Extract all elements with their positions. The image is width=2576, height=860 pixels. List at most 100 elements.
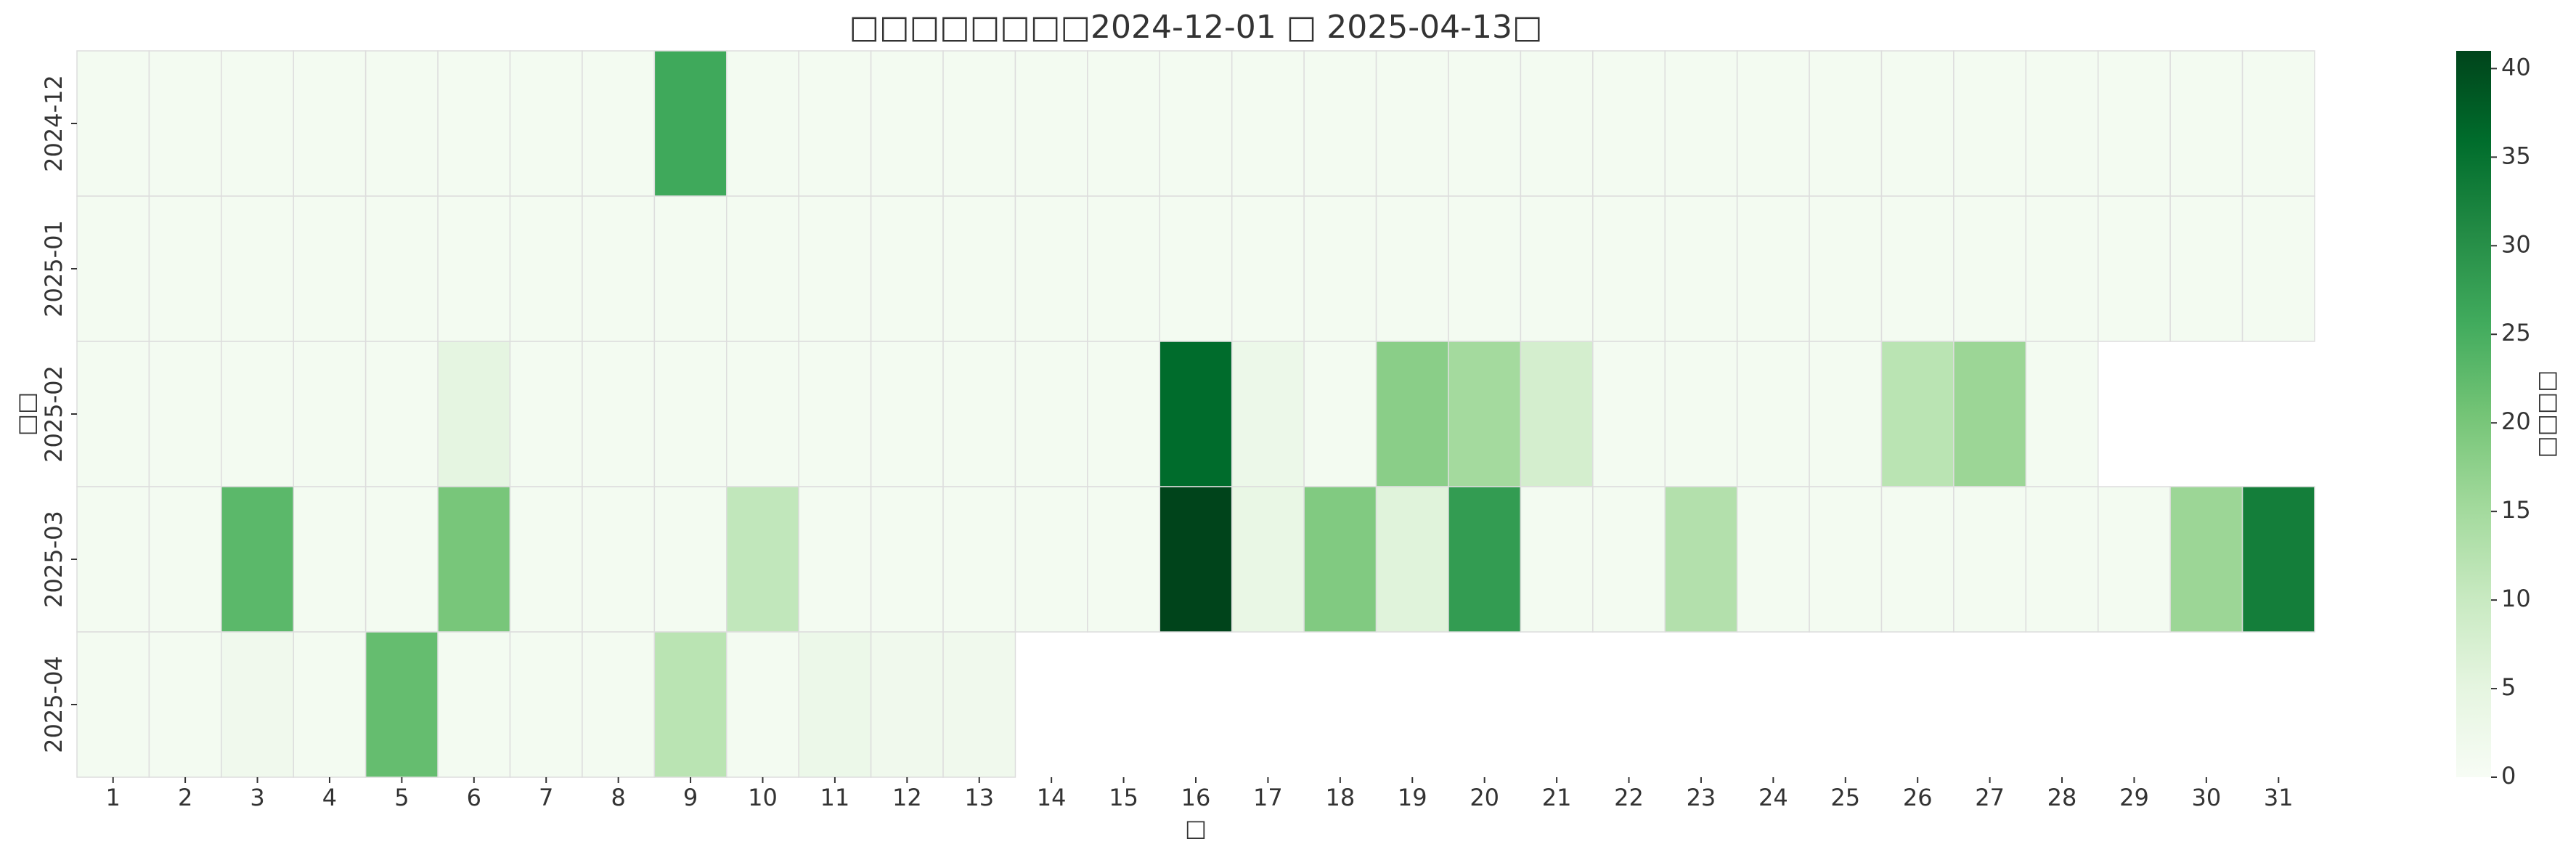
heatmap-cell [293,195,367,342]
heatmap-cell [221,195,295,342]
heatmap-cell [221,486,295,633]
colorbar-tick-label: 15 [2501,496,2531,524]
heatmap-cell [1014,486,1088,633]
heatmap-cell [293,341,367,487]
colorbar [2456,51,2491,777]
heatmap-cell [509,631,583,778]
heatmap-cell [582,486,656,633]
heatmap-cell [76,50,150,197]
colorbar-tick-label: 40 [2501,53,2531,81]
heatmap-cell [509,341,583,487]
heatmap-cell [1448,50,1522,197]
heatmap-cell [1087,341,1161,487]
heatmap-cell [1303,50,1377,197]
heatmap-cell [942,341,1016,487]
colorbar-tick-label: 10 [2501,585,2531,612]
heatmap-cell [2169,50,2243,197]
heatmap-cell [148,50,222,197]
y-axis-label: □□ [12,392,40,436]
heatmap-cell [653,341,727,487]
heatmap-cell [798,195,872,342]
heatmap-cell [1664,195,1738,342]
heatmap-cell [1664,341,1738,487]
heatmap-cell [942,486,1016,633]
x-tick-label: 20 [1470,784,1499,811]
heatmap-cell [1592,195,1666,342]
heatmap-cell [1520,486,1594,633]
x-tick-label: 23 [1687,784,1716,811]
y-tick-label: 2025-01 [40,220,68,317]
heatmap-cell [582,341,656,487]
heatmap-cell [1087,50,1161,197]
heatmap-cell [870,50,944,197]
heatmap-cell [1880,341,1955,487]
heatmap-cell [1375,195,1449,342]
heatmap-cell [221,631,295,778]
x-tick-label: 17 [1253,784,1283,811]
x-tick-label: 2 [178,784,192,811]
heatmap-cell [726,195,799,342]
heatmap-cell [1953,341,2027,487]
heatmap-cell [1880,50,1955,197]
x-tick-label: 22 [1614,784,1644,811]
x-tick-label: 5 [394,784,409,811]
x-tick-label: 28 [2047,784,2077,811]
heatmap-cell [2097,195,2171,342]
heatmap-cell [76,195,150,342]
heatmap-cell [870,486,944,633]
y-tick-label: 2025-02 [40,365,68,463]
x-tick-label: 29 [2119,784,2149,811]
heatmap-cell [1736,50,1810,197]
colorbar-tick-label: 35 [2501,142,2531,169]
heatmap-cell [293,631,367,778]
heatmap-cell [1880,195,1955,342]
heatmap-cell [1736,486,1810,633]
heatmap-cell [798,50,872,197]
heatmap-cell [2025,341,2099,487]
heatmap-cell [76,631,150,778]
y-tick-label: 2024-12 [40,75,68,172]
heatmap-cell [653,486,727,633]
heatmap-cell [221,341,295,487]
x-tick-label: 21 [1542,784,1572,811]
heatmap-cell [2025,195,2099,342]
heatmap-cell [1448,341,1522,487]
heatmap-cell [509,486,583,633]
heatmap-cell [582,50,656,197]
heatmap-cell [2169,195,2243,342]
heatmap-cell [1736,341,1810,487]
heatmap-cell [1809,50,1883,197]
heatmap-cell [1520,341,1594,487]
heatmap-cell [2097,486,2171,633]
heatmap-cell [1303,341,1377,487]
heatmap-cell [221,50,295,197]
heatmap-cell [364,631,439,778]
heatmap-cell [1159,486,1233,633]
heatmap-cell [1375,341,1449,487]
colorbar-tick-label: 5 [2501,673,2516,701]
heatmap-cell [798,486,872,633]
x-tick-label: 24 [1758,784,1788,811]
x-tick-label: 25 [1830,784,1860,811]
heatmap-cell [1231,486,1305,633]
heatmap-cell [437,631,511,778]
heatmap-cell [1231,341,1305,487]
heatmap-cell [76,486,150,633]
heatmap-cell [1953,50,2027,197]
x-tick-label: 16 [1181,784,1211,811]
heatmap-cell [364,486,439,633]
heatmap-cell [726,631,799,778]
x-tick-label: 26 [1903,784,1933,811]
x-tick-label: 27 [1975,784,2005,811]
heatmap-cell [437,486,511,633]
x-tick-label: 19 [1398,784,1427,811]
heatmap-cell [437,195,511,342]
heatmap-cell [1014,195,1088,342]
heatmap-cell [2097,50,2171,197]
heatmap-cell [1592,50,1666,197]
heatmap-cell [1159,341,1233,487]
colorbar-tick-label: 30 [2501,230,2531,258]
x-tick-label: 18 [1325,784,1355,811]
heatmap-cell [364,195,439,342]
